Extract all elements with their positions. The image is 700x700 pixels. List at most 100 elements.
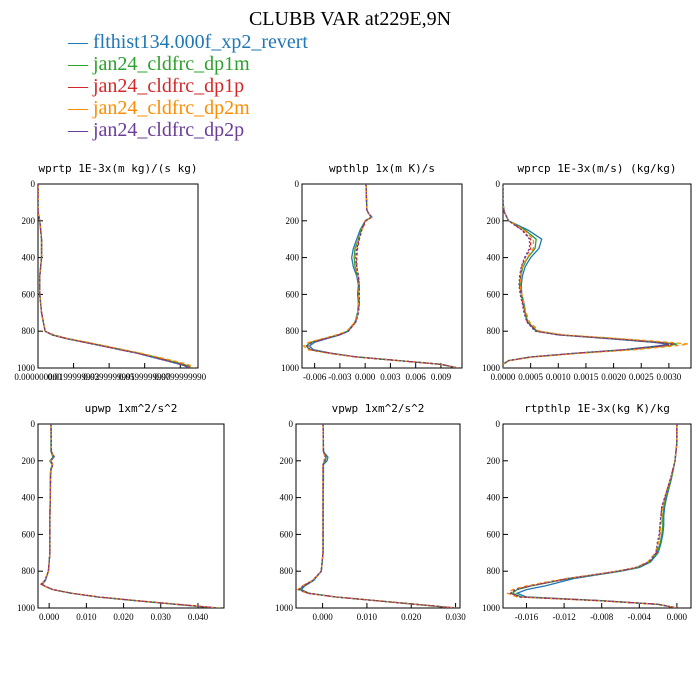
panel-1-xtick-label-5: 0.009: [431, 372, 452, 382]
panel-1-ytick-label-5: 1000: [281, 363, 300, 373]
panel-2-ytick-label-2: 400: [487, 253, 501, 263]
panel-3-frame: [37, 423, 225, 609]
panel-4-xtick-label-3: 0.030: [445, 612, 466, 622]
panel-1-ytick-label-1: 200: [286, 216, 300, 226]
panel-3-xtick-label-2: 0.020: [113, 612, 134, 622]
panel-4-ytick-label-3: 600: [280, 529, 294, 539]
legend-item-1: — jan24_cldfrc_dp1m: [68, 53, 308, 75]
panel-0-ytick-label-1: 200: [22, 216, 36, 226]
panel-5-series-4: [509, 424, 678, 608]
panel-2-xtick-label-5: 0.0025: [629, 372, 654, 382]
panel-3-series-2: [39, 424, 219, 608]
panel-1-xtick-label-2: 0.000: [355, 372, 376, 382]
panel-0-ytick-label-5: 1000: [17, 363, 36, 373]
panel-4-title: vpwp 1xm^2/s^2: [332, 402, 425, 415]
panel-0-frame: [37, 183, 199, 369]
panel-0-title: wprtp 1E-3x(m kg)/(s kg): [39, 162, 198, 175]
legend-swatch-0: —: [68, 31, 93, 53]
panel-3-ytick-label-5: 1000: [17, 603, 36, 613]
panel-3-series-0: [41, 424, 217, 608]
panel-5-ytick-label-3: 600: [487, 529, 501, 539]
panel-3-ytick-label-1: 200: [22, 456, 36, 466]
panel-2-series-4: [503, 184, 672, 368]
panel-3-ytick-label-4: 800: [22, 566, 36, 576]
panel-2-xtick-label-3: 0.0015: [574, 372, 599, 382]
legend: — flthist134.000f_xp2_revert — jan24_cld…: [68, 31, 308, 141]
panel-1-series-2: [306, 184, 458, 368]
legend-label-4: jan24_cldfrc_dp2p: [93, 119, 245, 141]
panel-2-xtick-label-0: 0.0000: [491, 372, 516, 382]
panel-5-xtick-label-0: -0.016: [515, 612, 539, 622]
panel-2-ytick-label-5: 1000: [482, 363, 501, 373]
legend-item-2: — jan24_cldfrc_dp1p: [68, 75, 308, 97]
panel-4-ytick-label-2: 400: [280, 493, 294, 503]
panel-4-xtick-label-1: 0.010: [357, 612, 378, 622]
panel-3-title: upwp 1xm^2/s^2: [85, 402, 178, 415]
panel-1: wpthlp 1x(m K)/s 0 200 400 600 800 1000-0.006-…: [281, 162, 463, 382]
panel-2-frame: [502, 183, 692, 369]
panel-1-ytick-label-2: 400: [286, 253, 300, 263]
panel-0-ytick-label-2: 400: [22, 253, 36, 263]
panel-4-frame: [295, 423, 461, 609]
legend-label-1: jan24_cldfrc_dp1m: [93, 53, 250, 75]
panel-0-xtick-label-1: 0.0199999992: [48, 372, 100, 382]
panel-3-xtick-label-3: 0.030: [151, 612, 172, 622]
panel-5-ytick-label-5: 1000: [482, 603, 501, 613]
panel-1-ytick-label-4: 800: [286, 326, 300, 336]
panel-1-xtick-label-0: -0.006: [303, 372, 327, 382]
panel-5-ytick-label-1: 200: [487, 456, 501, 466]
legend-swatch-4: —: [68, 119, 93, 141]
panel-2-series-2: [503, 184, 675, 368]
panel-4-ytick-label-0: 0: [289, 419, 294, 429]
panel-2-series-1: [503, 184, 678, 368]
panel-0-xtick-label-4: 0.0799999990: [154, 372, 206, 382]
panel-2-xtick-label-2: 0.0010: [546, 372, 571, 382]
panel-4-series-3: [296, 424, 456, 608]
panel-0-series-2: [38, 184, 192, 368]
panel-1-frame: [301, 183, 463, 369]
panel-2: wprcp 1E-3x(m/s) (kg/kg) 0 200 400 600 800 100…: [482, 162, 692, 382]
panel-0-series-0: [38, 184, 190, 368]
panel-5-xtick-label-2: -0.008: [590, 612, 614, 622]
panel-1-xtick-label-1: -0.003: [328, 372, 352, 382]
panel-4-ytick-label-4: 800: [280, 566, 294, 576]
panel-1-series-1: [305, 184, 458, 368]
panel-4-series-0: [300, 424, 456, 608]
panel-1-ytick-label-0: 0: [295, 179, 300, 189]
panel-5-ytick-label-0: 0: [496, 419, 501, 429]
panel-1-ytick-label-3: 600: [286, 289, 300, 299]
legend-label-2: jan24_cldfrc_dp1p: [93, 75, 245, 97]
panel-5-series-0: [515, 424, 678, 608]
panel-2-title: wprcp 1E-3x(m/s) (kg/kg): [518, 162, 677, 175]
panel-0-xtick-label-2: 0.0399999991: [83, 372, 135, 382]
legend-item-4: — jan24_cldfrc_dp2p: [68, 119, 308, 141]
panel-4-ytick-label-1: 200: [280, 456, 294, 466]
panel-4-xtick-label-2: 0.020: [401, 612, 422, 622]
panel-3-xtick-label-4: 0.040: [188, 612, 209, 622]
panel-5-ytick-label-2: 400: [487, 493, 501, 503]
panel-5: rtpthlp 1E-3x(kg K)/kg 0 200 400 600 800 1000 -…: [482, 402, 692, 622]
panel-2-ytick-label-4: 800: [487, 326, 501, 336]
panel-5-frame: [502, 423, 692, 609]
panel-4: vpwp 1xm^2/s^2 0 200 400 600 800 1000 0.000 0.01…: [275, 402, 466, 622]
panel-0-xtick-label-0: 0.000000000: [14, 372, 62, 382]
panel-5-series-2: [509, 424, 678, 608]
panel-1-title: wpthlp 1x(m K)/s: [329, 162, 435, 175]
panel-5-xtick-label-1: -0.012: [552, 612, 575, 622]
panel-1-xtick-label-4: 0.006: [406, 372, 427, 382]
panel-3-ytick-label-2: 400: [22, 493, 36, 503]
panel-1-xtick-label-3: 0.003: [380, 372, 401, 382]
panel-2-ytick-label-3: 600: [487, 289, 501, 299]
panel-3-ytick-label-3: 600: [22, 529, 36, 539]
panel-5-xtick-label-3: -0.004: [628, 612, 652, 622]
panel-3-series-1: [40, 424, 218, 608]
panel-0-xtick-label-3: 0.0599999990: [119, 372, 171, 382]
panel-2-series-3: [503, 184, 689, 368]
panel-2-xtick-label-6: 0.0030: [657, 372, 682, 382]
panel-3-ytick-label-0: 0: [31, 419, 36, 429]
legend-swatch-2: —: [68, 75, 93, 97]
panel-4-xtick-label-0: 0.000: [312, 612, 333, 622]
panel-0-ytick-label-3: 600: [22, 289, 36, 299]
legend-label-3: jan24_cldfrc_dp2m: [93, 97, 250, 119]
